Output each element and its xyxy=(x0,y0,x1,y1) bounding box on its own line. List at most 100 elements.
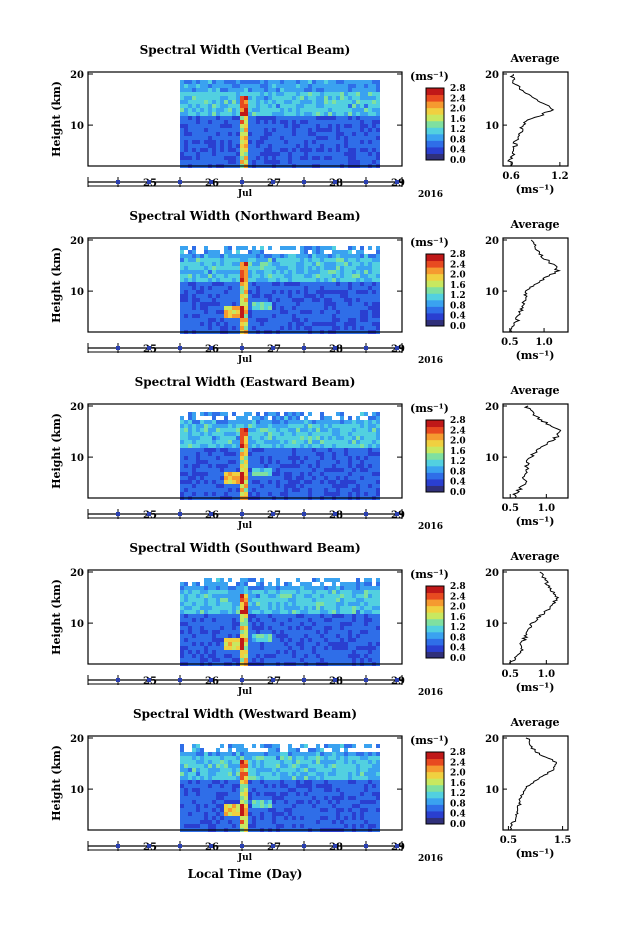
heatmap-cell xyxy=(196,432,200,436)
heatmap-cell xyxy=(308,646,312,650)
average-frame xyxy=(502,71,569,167)
heatmap-cell xyxy=(324,128,328,132)
heatmap-cell xyxy=(332,246,336,250)
heatmap-cell xyxy=(312,160,316,164)
heatmap-cell xyxy=(220,630,224,634)
heatmap-cell xyxy=(236,768,240,772)
heatmap-cell xyxy=(316,634,320,638)
heatmap-cell xyxy=(244,440,248,444)
heatmap-cell xyxy=(244,302,248,306)
heatmap-cell xyxy=(260,444,264,448)
heatmap-cell xyxy=(220,760,224,764)
heatmap-cell xyxy=(184,658,188,662)
heatmap-cell xyxy=(376,318,380,322)
heatmap-cell xyxy=(204,776,208,780)
heatmap-cell xyxy=(272,96,276,100)
y-axis-label: Height (km) xyxy=(50,81,63,157)
heatmap-cell xyxy=(268,80,272,84)
heatmap-cell xyxy=(360,472,364,476)
heatmap-cell xyxy=(264,764,268,768)
heatmap-cell xyxy=(320,318,324,322)
heatmap-cell xyxy=(276,148,280,152)
heatmap-cell xyxy=(212,646,216,650)
heatmap-cell xyxy=(336,448,340,452)
heatmap-cell xyxy=(320,456,324,460)
heatmap-cell xyxy=(320,132,324,136)
heatmap-cell xyxy=(264,266,268,270)
heatmap-cell xyxy=(344,318,348,322)
heatmap-cell xyxy=(360,626,364,630)
heatmap-cell xyxy=(340,618,344,622)
heatmap-cell xyxy=(264,310,268,314)
heatmap-cell xyxy=(204,820,208,824)
heatmap-cell xyxy=(272,306,276,310)
heatmap-cell xyxy=(232,100,236,104)
heatmap-cell xyxy=(324,84,328,88)
heatmap-cell xyxy=(212,160,216,164)
heatmap-cell xyxy=(352,488,356,492)
heatmap-cell xyxy=(336,80,340,84)
heatmap-cell xyxy=(312,658,316,662)
heatmap-cell xyxy=(256,586,260,590)
heatmap-cell xyxy=(192,104,196,108)
heatmap-cell xyxy=(184,642,188,646)
colorbar-segment xyxy=(426,133,444,141)
heatmap-cell xyxy=(224,140,228,144)
heatmap-cell xyxy=(228,626,232,630)
heatmap-cell xyxy=(228,804,232,808)
heatmap-cell xyxy=(304,424,308,428)
heatmap-cell xyxy=(316,120,320,124)
heatmap-cell xyxy=(340,594,344,598)
heatmap-cell xyxy=(180,444,184,448)
heatmap-cell xyxy=(204,298,208,302)
heatmap-cell xyxy=(228,100,232,104)
heatmap-cell xyxy=(284,452,288,456)
heatmap-cell xyxy=(188,610,192,614)
heatmap-cell xyxy=(340,484,344,488)
heatmap-cell xyxy=(328,650,332,654)
heatmap-cell xyxy=(340,638,344,642)
heatmap-cell xyxy=(296,254,300,258)
heatmap-cell xyxy=(356,266,360,270)
heatmap-cell xyxy=(248,92,252,96)
heatmap-cell xyxy=(184,614,188,618)
heatmap-cell xyxy=(272,278,276,282)
heatmap-cell xyxy=(348,128,352,132)
heatmap-cell xyxy=(228,132,232,136)
heatmap-cell xyxy=(300,298,304,302)
heatmap-cell xyxy=(376,282,380,286)
heatmap-cell xyxy=(248,452,252,456)
heatmap-cell xyxy=(184,816,188,820)
heatmap-cell xyxy=(300,84,304,88)
heatmap-cell xyxy=(192,326,196,330)
heatmap-cell xyxy=(324,120,328,124)
heatmap-cell xyxy=(280,602,284,606)
heatmap-cell xyxy=(336,424,340,428)
heatmap-cell xyxy=(252,120,256,124)
heatmap-cell xyxy=(236,582,240,586)
heatmap-cell xyxy=(220,132,224,136)
heatmap-cell xyxy=(212,274,216,278)
heatmap-cell xyxy=(188,594,192,598)
panel-5: Spectral Width (Westward Beam)1020Height… xyxy=(50,707,571,864)
heatmap-cell xyxy=(204,266,208,270)
heatmap-cell xyxy=(224,456,228,460)
heatmap-cell xyxy=(240,480,244,484)
heatmap-cell xyxy=(256,484,260,488)
heatmap-cell xyxy=(268,626,272,630)
heatmap-cell xyxy=(196,266,200,270)
heatmap-cell xyxy=(308,606,312,610)
heatmap-cell xyxy=(368,440,372,444)
heatmap-cell xyxy=(368,88,372,92)
heatmap-cell xyxy=(260,756,264,760)
heatmap-cell xyxy=(256,480,260,484)
heatmap-cell xyxy=(256,768,260,772)
heatmap-cell xyxy=(244,586,248,590)
heatmap-cell xyxy=(320,654,324,658)
heatmap-cell xyxy=(272,156,276,160)
heatmap-cell xyxy=(248,294,252,298)
heatmap-cell xyxy=(344,326,348,330)
heatmap-cell xyxy=(332,436,336,440)
heatmap-cell xyxy=(200,306,204,310)
heatmap-cell xyxy=(228,752,232,756)
